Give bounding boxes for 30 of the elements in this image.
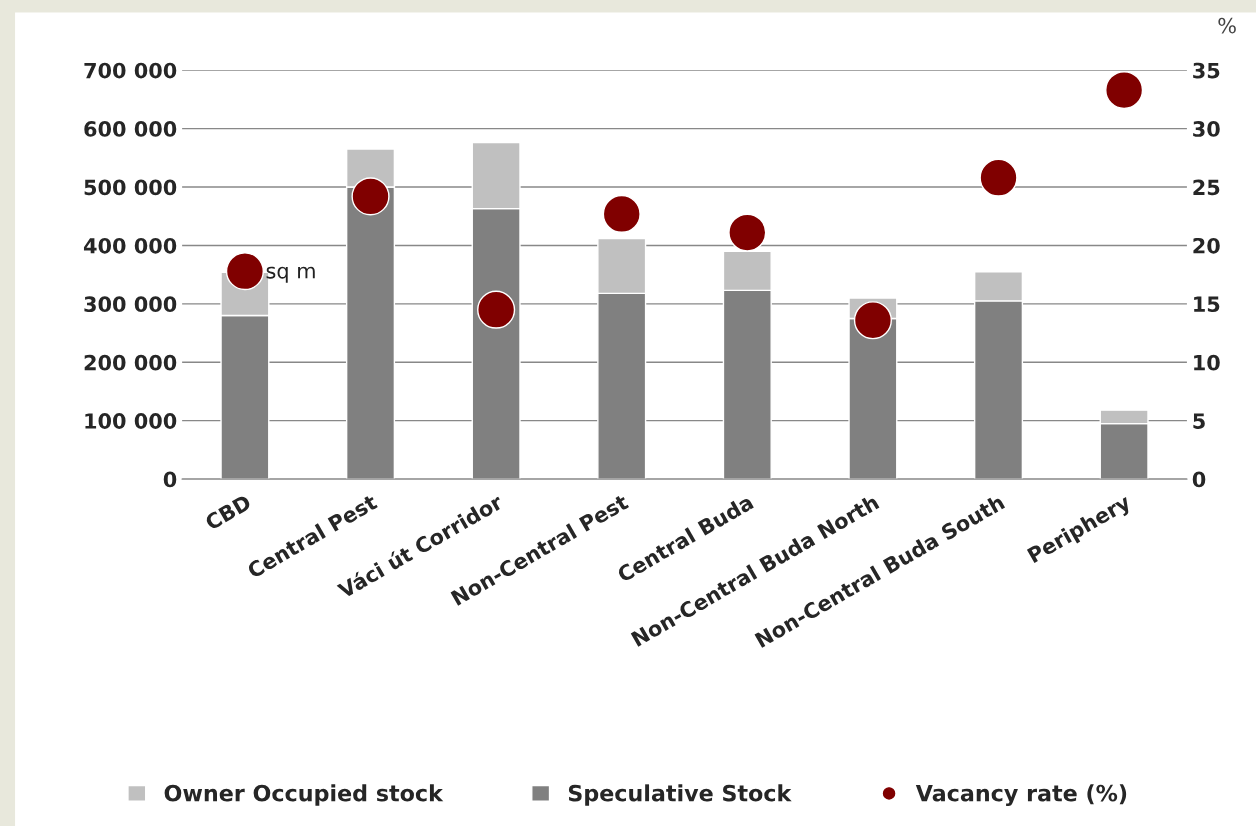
legend-label: Speculative Stock bbox=[568, 784, 792, 806]
y2-tick-label: 20 bbox=[1193, 237, 1220, 254]
y-tick-label: 700 000 bbox=[84, 62, 177, 79]
y2-tick-label: 25 bbox=[1193, 179, 1220, 196]
point bbox=[728, 213, 767, 252]
point bbox=[225, 252, 264, 291]
legend-label: Owner Occupied stock bbox=[164, 784, 444, 806]
y-tick-label: 200 000 bbox=[84, 354, 177, 371]
legend-label: Vacancy rate (%) bbox=[915, 784, 1127, 806]
point bbox=[477, 290, 516, 329]
y-tick-label: 0 bbox=[163, 471, 177, 488]
y2-tick-label: 5 bbox=[1193, 413, 1205, 429]
y-tick-label: 500 000 bbox=[84, 179, 177, 196]
y2-tick-label: 15 bbox=[1194, 296, 1220, 313]
point bbox=[602, 194, 641, 233]
y2-axis-title: % bbox=[1218, 17, 1236, 34]
y-tick-label: 300 000 bbox=[84, 296, 177, 313]
point bbox=[1105, 71, 1144, 110]
point bbox=[853, 301, 892, 340]
point bbox=[351, 177, 390, 216]
y-tick-label: 600 000 bbox=[84, 121, 177, 137]
point bbox=[979, 158, 1018, 197]
y2-tick-label: 30 bbox=[1193, 121, 1220, 137]
y2-tick-label: 0 bbox=[1192, 471, 1206, 488]
annotation: sq m bbox=[266, 266, 315, 283]
x-tick-label: CBD bbox=[204, 493, 253, 531]
y-tick-label: 100 000 bbox=[85, 413, 177, 429]
y2-tick-label: 35 bbox=[1193, 62, 1220, 79]
y2-tick-label: 10 bbox=[1194, 354, 1220, 371]
y-tick-label: 400 000 bbox=[83, 237, 177, 254]
